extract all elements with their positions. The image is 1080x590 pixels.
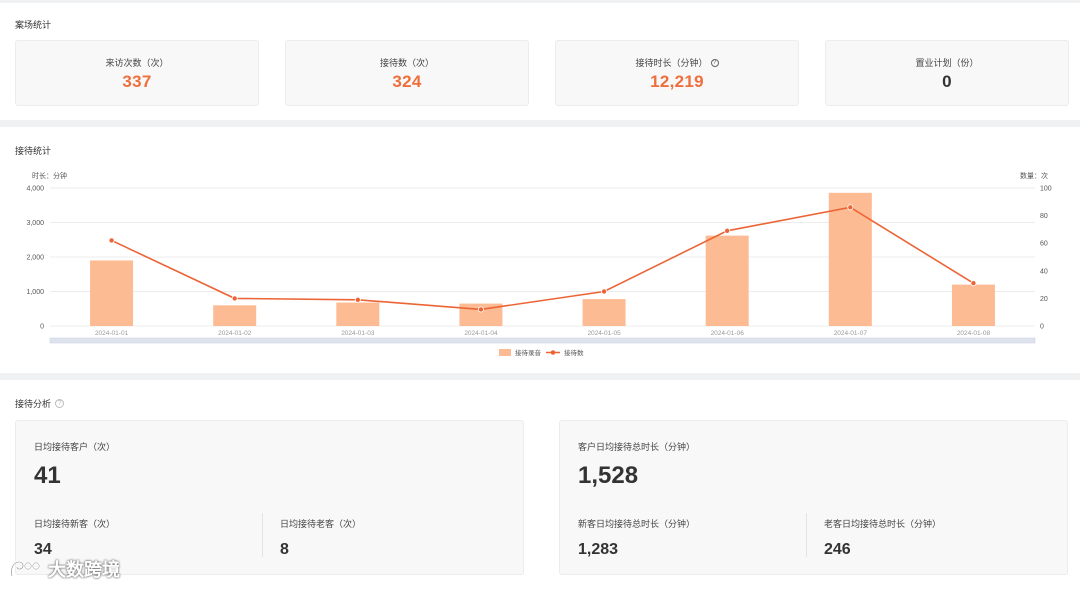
x-tick-label: 2024-01-07 — [834, 330, 868, 337]
reception-analysis-label: 接待分析 — [15, 399, 52, 409]
daily-returning-customers-label: 日均接待老客（次） — [280, 519, 362, 529]
bar — [951, 284, 995, 326]
purchase-plan-label: 置业计划（份） — [915, 58, 979, 68]
purchase-plan-card: 置业计划（份） 0 — [825, 40, 1069, 106]
reception-stats-title: 接待统计 — [15, 146, 52, 156]
y-left-tick-label: 1,000 — [26, 289, 44, 296]
daily-duration-label: 客户日均接待总时长（分钟） — [578, 442, 696, 452]
series-line — [111, 206, 974, 311]
line-point — [477, 306, 484, 313]
line-point — [724, 227, 731, 234]
legend-line-label: 接待数 — [564, 348, 584, 357]
x-tick-label: 2024-01-03 — [341, 330, 375, 337]
divider — [262, 513, 263, 557]
legend-bar-swatch — [499, 349, 511, 356]
venue-stats-panel: 案场统计 来访次数（次） 337 接待数（次） 324 接待时长（分钟） ? 1… — [0, 3, 1080, 120]
y-right-tick-label: 60 — [1040, 241, 1048, 248]
y-right-tick-label: 100 — [1040, 186, 1052, 193]
visits-value: 337 — [122, 72, 152, 91]
logo-icon — [10, 560, 41, 577]
divider — [806, 513, 807, 557]
visits-label: 来访次数（次） — [105, 58, 169, 68]
line-point — [847, 204, 854, 211]
purchase-plan-value: 0 — [942, 72, 952, 91]
line-point — [231, 295, 238, 302]
zoom-slider — [49, 337, 1036, 344]
venue-stats-title: 案场统计 — [15, 20, 52, 30]
receptions-label: 接待数（次） — [379, 58, 434, 68]
daily-returning-duration: 老客日均接待总时长（分钟） 246 — [824, 517, 941, 559]
line-point — [970, 280, 977, 287]
bar — [582, 299, 626, 326]
watermark-text: 大数跨境 — [48, 560, 120, 580]
daily-customers-value: 41 — [34, 462, 61, 489]
daily-new-duration: 新客日均接待总时长（分钟） 1,283 — [578, 517, 695, 559]
y-right-tick-label: 0 — [1040, 324, 1044, 331]
legend-line-dot — [550, 350, 556, 355]
watermark: 大数跨境 — [8, 556, 120, 582]
receptions-card: 接待数（次） 324 — [285, 40, 529, 106]
daily-returning-customers: 日均接待老客（次） 8 — [280, 517, 361, 559]
bar — [336, 302, 380, 326]
reception-duration-value: 12,219 — [650, 72, 704, 91]
x-tick-label: 2024-01-02 — [218, 330, 252, 337]
daily-new-customers: 日均接待新客（次） 34 — [34, 517, 115, 559]
x-tick-label: 2024-01-01 — [95, 330, 129, 337]
y-left-tick-label: 2,000 — [26, 255, 44, 262]
y-left-tick-label: 3,000 — [26, 220, 44, 227]
y-left-tick-label: 4,000 — [26, 186, 44, 193]
bar — [828, 192, 872, 326]
reception-analysis-title: 接待分析 ? — [15, 397, 65, 410]
reception-analysis-panel: 接待分析 ? 日均接待客户（次） 41 日均接待新客（次） 34 日均接待老客（… — [0, 380, 1080, 590]
y-right-tick-label: 40 — [1040, 268, 1048, 275]
x-tick-label: 2024-01-05 — [587, 330, 621, 337]
reception-chart: 时长：分钟 数量：次 4,000 3,000 2,000 1,000 0 100 80 60 40 2… — [26, 171, 1052, 357]
visits-card: 来访次数（次） 337 — [15, 40, 259, 106]
daily-new-duration-value: 1,283 — [578, 541, 619, 558]
reception-stats-panel: 接待统计 时长：分钟 数量：次 4,000 3,000 2,000 1,000 0 100 80… — [0, 127, 1080, 373]
daily-new-customers-value: 34 — [34, 541, 52, 558]
bar — [90, 260, 134, 326]
x-tick-label: 2024-01-08 — [957, 330, 991, 337]
daily-returning-duration-value: 246 — [824, 541, 851, 558]
bar — [213, 305, 257, 326]
x-tick-label: 2024-01-04 — [464, 330, 498, 337]
help-icon[interactable]: ? — [55, 399, 65, 408]
reception-duration-label: 接待时长（分钟） — [635, 58, 708, 68]
receptions-value: 324 — [392, 72, 422, 91]
x-tick-label: 2024-01-06 — [711, 330, 745, 337]
line-point — [354, 296, 361, 303]
legend-bar-label: 接待录音 — [515, 348, 542, 357]
y-right-unit-label: 数量：次 — [1020, 171, 1048, 180]
y-right-tick-label: 20 — [1040, 296, 1048, 303]
daily-customers-label: 日均接待客户（次） — [34, 442, 116, 452]
bar — [705, 235, 749, 326]
line-point — [601, 288, 608, 295]
daily-returning-duration-label: 老客日均接待总时长（分钟） — [824, 519, 942, 529]
daily-new-customers-label: 日均接待新客（次） — [34, 519, 116, 529]
daily-returning-customers-value: 8 — [280, 541, 289, 558]
line-point — [108, 237, 115, 244]
y-left-unit-label: 时长：分钟 — [32, 171, 67, 180]
reception-duration-card: 接待时长（分钟） ? 12,219 — [555, 40, 799, 106]
daily-duration-value: 1,528 — [578, 462, 639, 489]
daily-duration-card: 客户日均接待总时长（分钟） 1,528 新客日均接待总时长（分钟） 1,283 … — [559, 420, 1068, 575]
y-right-tick-label: 80 — [1040, 213, 1048, 220]
help-icon[interactable]: ? — [710, 58, 719, 67]
daily-customers-card: 日均接待客户（次） 41 日均接待新客（次） 34 日均接待老客（次） 8 — [15, 420, 524, 575]
y-left-tick-label: 0 — [40, 324, 44, 331]
daily-new-duration-label: 新客日均接待总时长（分钟） — [578, 519, 696, 529]
